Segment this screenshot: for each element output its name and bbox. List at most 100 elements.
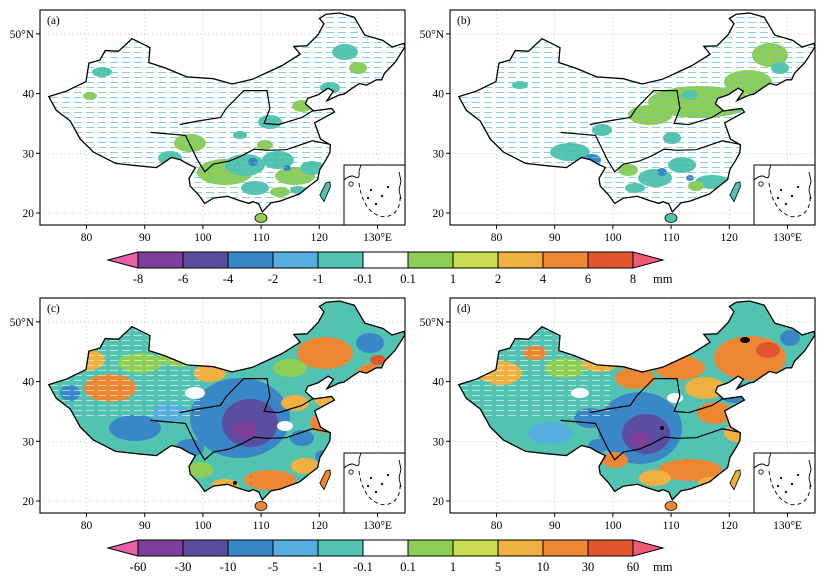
- hainan-island: [664, 213, 678, 223]
- colorbar-bottom: -60 -30 -10 -5 -1 -0.1 0.1 1 5 10 30 60 mm: [106, 539, 673, 574]
- longitude-tick-label: 80: [81, 232, 93, 244]
- latitude-tick-label: 30: [23, 436, 35, 448]
- colorbar-segment: [407, 539, 454, 557]
- colorbar-segment: [137, 251, 184, 269]
- longitude-tick-label: 110: [663, 232, 680, 244]
- colorbar-tick-label: 4: [540, 272, 547, 286]
- colorbar-bottom: -60 -30 -10 -5 -1 -0.1 0.1 1 5 10 30 60 mm: [80, 536, 740, 576]
- map-panel-b: 80 90 100 110 120 130°E 50°N 40 30 20 (b): [420, 9, 816, 244]
- colorbar-tick-label: -0.1: [353, 272, 373, 286]
- colorbar-tick-label: 0.1: [400, 560, 416, 574]
- colorbar-tick-label: -6: [178, 272, 188, 286]
- colorbar-segment: [227, 539, 274, 557]
- hainan-island: [254, 501, 268, 511]
- colorbar-segment: [497, 251, 544, 269]
- colorbar-tick-label: 2: [495, 272, 501, 286]
- colorbar-tick-label: -10: [220, 560, 237, 574]
- panel-row-bottom: 80 90 100 110 120 130°E 50°N 40 30 20 (c) 80 90 100 1…: [0, 290, 820, 536]
- longitude-tick-label: 120: [311, 520, 329, 532]
- colorbar-tick-label: 8: [630, 272, 636, 286]
- colorbar-segment: [542, 539, 589, 557]
- colorbar-tick-label: -1: [313, 560, 323, 574]
- south-china-sea-inset: [753, 164, 816, 226]
- latitude-tick-label: 20: [433, 496, 445, 508]
- longitude-tick-label: 100: [604, 232, 622, 244]
- colorbar-segment: [272, 251, 319, 269]
- longitude-tick-label: 90: [549, 520, 561, 532]
- colorbar-top: -8 -6 -4 -2 -1 -0.1 0.1 1 2 4 6 8 mm: [80, 248, 740, 288]
- colorbar-right-arrow: [632, 539, 665, 557]
- colorbar-tick-label: 10: [537, 560, 550, 574]
- yellow-river: [179, 90, 314, 126]
- colorbar-tick-label: 60: [627, 560, 640, 574]
- colorbar-tick-label: -30: [175, 560, 192, 574]
- colorbar-tick-label: -2: [268, 272, 278, 286]
- latitude-tick-label: 40: [433, 89, 445, 101]
- longitude-tick-label: 130°E: [773, 520, 802, 532]
- hainan-island: [664, 501, 678, 511]
- yellow-river: [589, 90, 724, 126]
- longitude-tick-label: 110: [663, 520, 680, 532]
- axis-ticks: [446, 321, 788, 517]
- latitude-tick-label: 30: [433, 436, 445, 448]
- colorbar-segment: [452, 539, 499, 557]
- colorbar-unit-label: mm: [653, 560, 673, 574]
- longitude-tick-label: 90: [139, 232, 151, 244]
- colorbar-left-arrow: [106, 251, 139, 269]
- panel-label: (b): [457, 15, 471, 27]
- taiwan-island: [729, 469, 741, 491]
- panel-row-top: 80 90 100 110 120 130°E 50°N 40 30 20 (a) 80 90 100 1…: [0, 2, 820, 248]
- latitude-tick-label: 20: [23, 496, 35, 508]
- colorbar-segment: [362, 251, 409, 269]
- longitude-tick-label: 130°E: [363, 520, 392, 532]
- taiwan-island: [319, 469, 331, 491]
- colorbar-tick-label: 0.1: [400, 272, 416, 286]
- colorbar-segment: [272, 539, 319, 557]
- colorbar-left-arrow: [106, 539, 139, 557]
- hainan-island: [254, 213, 268, 223]
- longitude-tick-label: 130°E: [773, 232, 802, 244]
- china-outline: [457, 300, 816, 501]
- colorbar-unit-label: mm: [653, 272, 673, 286]
- colorbar-segment: [362, 539, 409, 557]
- panel-a: 80 90 100 110 120 130°E 50°N 40 30 20 (a): [0, 2, 410, 248]
- taiwan-island: [319, 181, 331, 203]
- colorbar-segment: [497, 539, 544, 557]
- longitude-tick-label: 90: [549, 232, 561, 244]
- axis-ticks: [36, 321, 378, 517]
- latitude-tick-label: 20: [433, 208, 445, 220]
- longitude-tick-label: 110: [253, 232, 270, 244]
- colorbar-tick-label: 6: [585, 272, 591, 286]
- yangtze-river: [560, 131, 741, 173]
- panel-d: 80 90 100 110 120 130°E 50°N 40 30 20 (d): [410, 290, 820, 536]
- colorbar-segment: [317, 251, 364, 269]
- colorbar-tick-label: 1: [450, 560, 456, 574]
- panel-label: (d): [457, 303, 471, 315]
- colorbar-segment: [227, 251, 274, 269]
- south-china-sea-inset: [753, 452, 816, 514]
- yangtze-river: [150, 419, 331, 461]
- latitude-tick-label: 30: [433, 148, 445, 160]
- colorbar-row-bottom: -60 -30 -10 -5 -1 -0.1 0.1 1 5 10 30 60 mm: [0, 536, 820, 578]
- colorbar-segment: [587, 539, 634, 557]
- longitude-tick-label: 100: [194, 232, 212, 244]
- panel-c: 80 90 100 110 120 130°E 50°N 40 30 20 (c): [0, 290, 410, 536]
- latitude-tick-label: 50°N: [10, 29, 35, 41]
- colorbar-segment: [542, 251, 589, 269]
- longitude-tick-label: 100: [194, 520, 212, 532]
- axis-ticks: [446, 33, 788, 229]
- latitude-tick-label: 20: [23, 208, 35, 220]
- longitude-tick-label: 80: [81, 520, 93, 532]
- panel-label: (c): [47, 303, 60, 315]
- colorbar-tick-label: -4: [223, 272, 234, 286]
- longitude-tick-label: 90: [139, 520, 151, 532]
- colorbar-segment: [317, 539, 364, 557]
- latitude-tick-label: 40: [23, 377, 35, 389]
- latitude-tick-label: 30: [23, 148, 35, 160]
- panel-b: 80 90 100 110 120 130°E 50°N 40 30 20 (b): [410, 2, 820, 248]
- map-panel-d: 80 90 100 110 120 130°E 50°N 40 30 20 (d): [420, 297, 816, 532]
- colorbar-tick-label: -60: [130, 560, 147, 574]
- colorbar-tick-label: -5: [268, 560, 278, 574]
- map-frame: [39, 297, 406, 514]
- yellow-river: [179, 378, 314, 414]
